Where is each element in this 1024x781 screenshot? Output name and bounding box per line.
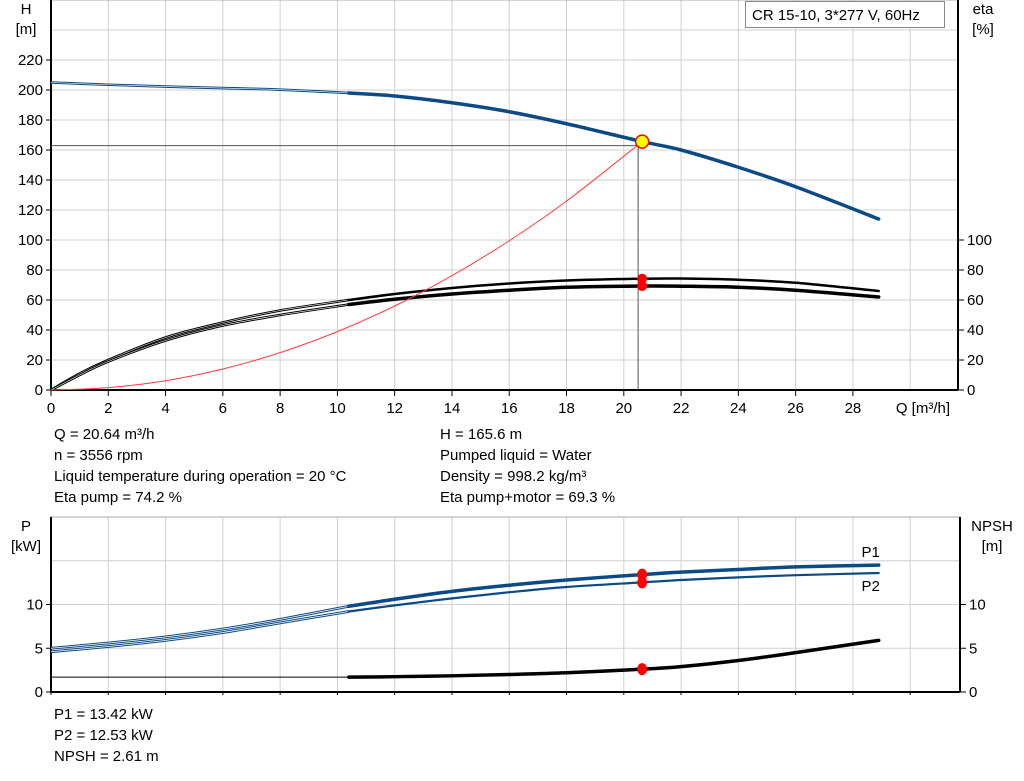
x-tick-label: 12	[386, 400, 403, 417]
x-tick-label: 2	[104, 400, 112, 417]
y-tick-label: 5	[35, 640, 43, 657]
npsh-curve	[347, 638, 881, 679]
info-pumped-liquid: Pumped liquid = Water	[440, 447, 592, 464]
y2-tick-label: 0	[969, 684, 977, 701]
info-top-left: Q = 20.64 m³/h n = 3556 rpm Liquid tempe…	[54, 424, 346, 508]
head-curve	[347, 91, 881, 221]
p1-curve-extrapolated-inner	[50, 605, 349, 649]
head-curve-extrapolated-inner	[50, 82, 349, 94]
y2-tick-label: 100	[967, 232, 992, 249]
p2-curve	[347, 571, 880, 613]
p2-series-label: P2	[862, 578, 880, 595]
x-tick-label: 10	[329, 400, 346, 417]
info-npsh: NPSH = 2.61 m	[54, 748, 159, 765]
info-top-right: H = 165.6 m Pumped liquid = Water Densit…	[440, 424, 615, 508]
eta-pump-motor-curve-extrapolated-inner	[50, 304, 349, 391]
p1-curve-extrapolated	[50, 604, 350, 650]
y2-tick-label: 60	[967, 292, 984, 309]
x-tick-label: 0	[47, 400, 55, 417]
x-tick-label: 22	[673, 400, 690, 417]
y2-axis-label: [%]	[972, 21, 994, 38]
p2-marker	[637, 576, 648, 589]
x-tick-label: 14	[444, 400, 461, 417]
info-bottom: P1 = 13.42 kW P2 = 12.53 kW NPSH = 2.61 …	[54, 704, 159, 767]
y-tick-label: 0	[35, 382, 43, 399]
y2-axis-label: NPSH	[971, 518, 1013, 535]
y-tick-label: 220	[18, 52, 43, 69]
x-tick-label: 4	[161, 400, 169, 417]
y-tick-label: 20	[26, 352, 43, 369]
y-tick-label: 60	[26, 292, 43, 309]
x-tick-label: 24	[730, 400, 747, 417]
x-axis-label: Q [m³/h]	[896, 400, 950, 417]
info-eta-pump: Eta pump = 74.2 %	[54, 489, 182, 506]
eta-pump-curve-extrapolated	[50, 298, 350, 392]
info-flow: Q = 20.64 m³/h	[54, 426, 155, 443]
y-tick-label: 80	[26, 262, 43, 279]
p1-series-label: P1	[862, 544, 880, 561]
x-tick-label: 18	[558, 400, 575, 417]
info-eta-pump-motor: Eta pump+motor = 69.3 %	[440, 489, 616, 506]
x-tick-label: 26	[787, 400, 804, 417]
info-p2: P2 = 12.53 kW	[54, 727, 153, 744]
y-tick-label: 0	[35, 684, 43, 701]
y-tick-label: 140	[18, 172, 43, 189]
y-axis-label: H	[21, 1, 32, 18]
y2-axis-label: [m]	[982, 538, 1003, 555]
y-tick-label: 200	[18, 82, 43, 99]
x-tick-label: 6	[219, 400, 227, 417]
y-tick-label: 120	[18, 202, 43, 219]
info-liquid-temperature: Liquid temperature during operation = 20…	[54, 468, 347, 485]
y2-tick-label: 10	[969, 597, 986, 614]
info-speed: n = 3556 rpm	[54, 447, 143, 464]
y2-tick-label: 0	[967, 382, 975, 399]
y2-tick-label: 5	[969, 640, 977, 657]
y2-tick-label: 20	[967, 352, 984, 369]
x-tick-label: 8	[276, 400, 284, 417]
eta-pump-motor-curve-extrapolated	[50, 303, 350, 392]
eta-pump-curve	[347, 277, 880, 302]
y-axis-label: [m]	[16, 21, 37, 38]
y-tick-label: 100	[18, 232, 43, 249]
npsh-marker	[637, 663, 648, 676]
y2-axis-label: eta	[973, 1, 995, 18]
info-density: Density = 998.2 kg/m³	[440, 468, 587, 485]
p2-curve-extrapolated-inner	[50, 611, 349, 653]
eta-pump-motor-curve	[347, 284, 881, 307]
x-tick-label: 16	[501, 400, 518, 417]
y-tick-label: 40	[26, 322, 43, 339]
eta-pump-marker	[637, 273, 648, 284]
y-tick-label: 10	[26, 597, 43, 614]
eta-pump-motor-marker	[637, 281, 648, 292]
x-tick-label: 28	[845, 400, 862, 417]
y-tick-label: 180	[18, 112, 43, 129]
eta-pump-curve-extrapolated-inner	[50, 299, 349, 391]
pump-legend-box: CR 15-10, 3*277 V, 60Hz	[745, 1, 945, 28]
y-tick-label: 160	[18, 142, 43, 159]
info-p1: P1 = 13.42 kW	[54, 706, 153, 723]
operating-point-marker	[634, 134, 650, 149]
p1-curve	[347, 563, 881, 608]
system-curve	[50, 141, 643, 391]
x-tick-label: 20	[615, 400, 632, 417]
info-head: H = 165.6 m	[440, 426, 523, 443]
y-axis-label: P	[21, 518, 31, 535]
y2-tick-label: 80	[967, 262, 984, 279]
y2-tick-label: 40	[967, 322, 984, 339]
y-axis-label: [kW]	[11, 538, 41, 555]
